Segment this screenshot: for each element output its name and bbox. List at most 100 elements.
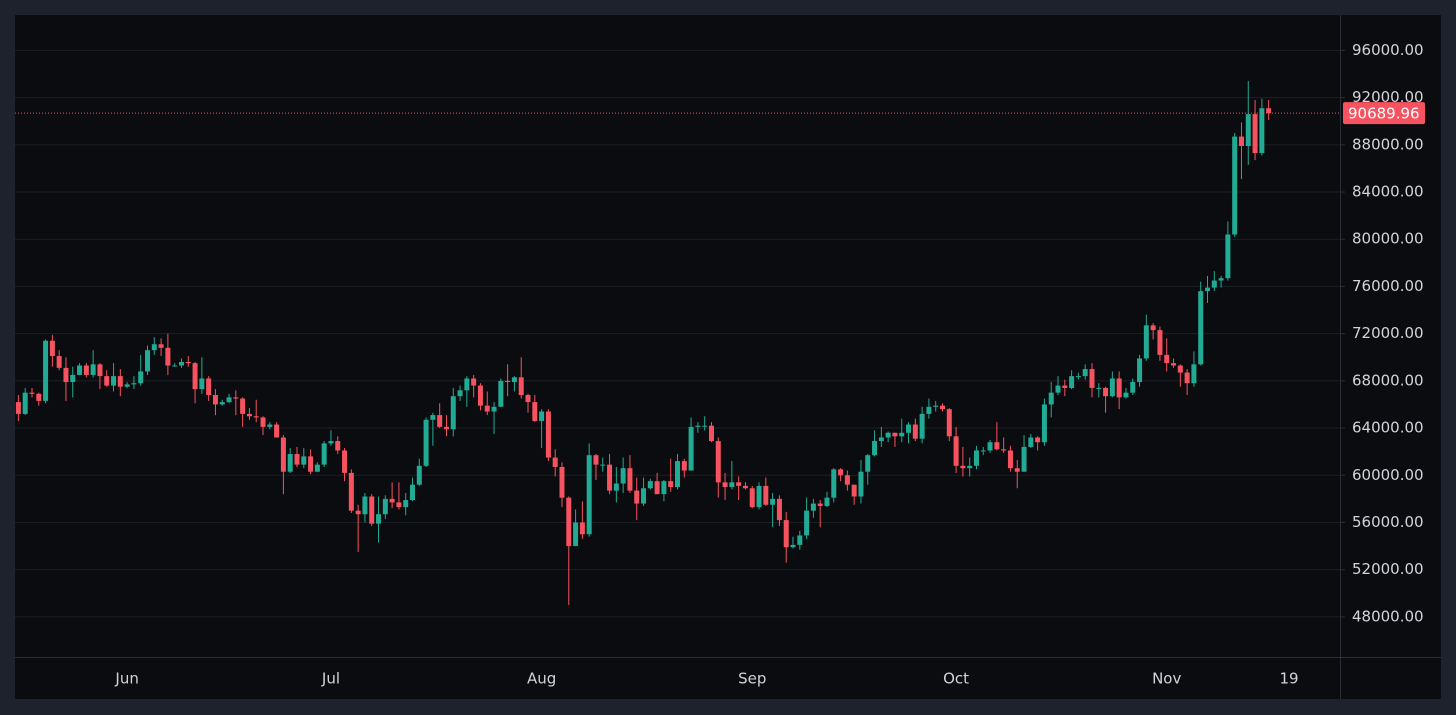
candle-body bbox=[22, 392, 28, 414]
candle-body bbox=[1245, 114, 1251, 146]
candle-body bbox=[1082, 369, 1088, 377]
y-tick-label: 68000.00 bbox=[1352, 371, 1424, 389]
candle-body bbox=[29, 392, 35, 394]
candle-body bbox=[1171, 363, 1177, 366]
candle-body bbox=[1048, 392, 1054, 405]
y-tick-label: 96000.00 bbox=[1352, 41, 1424, 59]
candle-body bbox=[172, 365, 178, 367]
candle-body bbox=[1232, 136, 1238, 235]
candle-body bbox=[165, 347, 171, 366]
candle-body bbox=[804, 510, 810, 536]
candle-body bbox=[872, 441, 878, 456]
candle-body bbox=[505, 380, 511, 383]
candle-body bbox=[532, 402, 538, 421]
candle-body bbox=[1116, 378, 1122, 398]
candle-body bbox=[151, 344, 157, 351]
candle-body bbox=[1123, 392, 1129, 398]
candle-body bbox=[1021, 446, 1027, 472]
candle-body bbox=[124, 384, 130, 387]
candle-body bbox=[715, 441, 721, 483]
candle-body bbox=[423, 419, 429, 466]
candle-body bbox=[206, 378, 212, 396]
candle-body bbox=[389, 498, 395, 503]
candle-body bbox=[953, 436, 959, 466]
candle-body bbox=[437, 415, 443, 427]
candle-body bbox=[844, 475, 850, 485]
candle-body bbox=[240, 398, 246, 414]
candle-body bbox=[702, 425, 708, 427]
candle-body bbox=[117, 376, 123, 387]
y-tick-label: 84000.00 bbox=[1352, 183, 1424, 201]
candle-body bbox=[308, 456, 314, 472]
candle-body bbox=[410, 484, 415, 501]
candle-body bbox=[586, 455, 592, 535]
y-tick-label: 88000.00 bbox=[1352, 135, 1424, 153]
candle-body bbox=[1157, 330, 1163, 355]
candle-body bbox=[36, 393, 42, 401]
candle-body bbox=[790, 544, 796, 548]
candle-body bbox=[865, 455, 871, 472]
candle-body bbox=[722, 482, 728, 488]
candle-body bbox=[56, 356, 62, 368]
candle-body bbox=[484, 405, 490, 412]
candle-body bbox=[362, 496, 368, 515]
candle-body bbox=[607, 464, 613, 491]
candle-body bbox=[736, 482, 742, 486]
candle-body bbox=[776, 498, 782, 521]
last-price-label: 90689.96 bbox=[1348, 105, 1420, 123]
candle-body bbox=[43, 340, 49, 401]
candle-body bbox=[641, 488, 647, 504]
candle-body bbox=[1259, 108, 1265, 154]
candle-body bbox=[967, 465, 973, 469]
last-price-box bbox=[1343, 102, 1425, 125]
candle-body bbox=[858, 471, 864, 497]
candle-body bbox=[403, 500, 409, 508]
candle-body bbox=[749, 488, 755, 508]
candle-body bbox=[933, 405, 939, 407]
y-tick-label: 52000.00 bbox=[1352, 560, 1424, 578]
candle-body bbox=[274, 424, 280, 438]
candle-body bbox=[294, 454, 300, 465]
candle-body bbox=[498, 380, 504, 407]
candle-body bbox=[987, 442, 993, 451]
candle-body bbox=[634, 490, 640, 504]
candle-body bbox=[885, 432, 891, 438]
candle-body bbox=[926, 406, 932, 414]
candle-body bbox=[545, 411, 551, 458]
candle-body bbox=[980, 450, 986, 452]
candle-body bbox=[1266, 108, 1272, 114]
candle-body bbox=[185, 361, 191, 364]
candle-body bbox=[756, 485, 762, 508]
candle-body bbox=[647, 481, 653, 489]
candle-body bbox=[1177, 365, 1183, 373]
candle-body bbox=[906, 424, 912, 433]
candle-body bbox=[77, 365, 83, 375]
candle-body bbox=[301, 456, 307, 465]
candle-body bbox=[817, 503, 823, 506]
candle-body bbox=[471, 378, 477, 386]
candle-body bbox=[1007, 450, 1013, 469]
candle-body bbox=[90, 364, 96, 375]
candle-body bbox=[946, 409, 952, 437]
candle-body bbox=[477, 385, 483, 406]
candle-body bbox=[83, 365, 89, 375]
candle-body bbox=[824, 497, 830, 506]
candle-body bbox=[416, 465, 422, 485]
candle-body bbox=[600, 464, 606, 466]
candle-body bbox=[566, 497, 572, 547]
candle-body bbox=[287, 454, 293, 472]
candle-body bbox=[382, 498, 388, 515]
candle-body bbox=[770, 498, 776, 505]
x-tick-label: Jul bbox=[321, 670, 340, 688]
candle-body bbox=[1238, 136, 1244, 146]
candle-body bbox=[1143, 325, 1149, 359]
candle-body bbox=[899, 432, 905, 437]
candle-body bbox=[973, 450, 979, 466]
candle-body bbox=[138, 371, 144, 384]
candle-body bbox=[783, 520, 789, 548]
candle-body bbox=[49, 340, 55, 357]
candle-body bbox=[654, 481, 660, 495]
candle-body bbox=[892, 432, 898, 437]
